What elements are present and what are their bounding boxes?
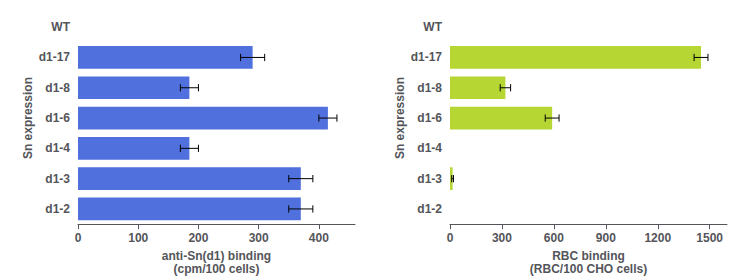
- svg-text:400: 400: [309, 231, 329, 245]
- svg-text:d1-17: d1-17: [411, 50, 443, 64]
- svg-text:Sn expression: Sn expression: [393, 77, 407, 159]
- svg-text:Sn expression: Sn expression: [21, 77, 35, 159]
- svg-text:1500: 1500: [696, 231, 723, 245]
- svg-text:200: 200: [188, 231, 208, 245]
- svg-text:600: 600: [544, 231, 564, 245]
- svg-text:0: 0: [75, 231, 82, 245]
- svg-text:d1-8: d1-8: [45, 81, 70, 95]
- svg-text:d1-6: d1-6: [45, 111, 70, 125]
- svg-text:anti-Sn(d1) binding: anti-Sn(d1) binding: [162, 249, 271, 263]
- svg-text:d1-2: d1-2: [417, 202, 442, 216]
- svg-text:WT: WT: [51, 20, 70, 34]
- svg-text:300: 300: [249, 231, 269, 245]
- svg-text:d1-2: d1-2: [45, 202, 70, 216]
- svg-text:d1-3: d1-3: [417, 172, 442, 186]
- svg-text:300: 300: [492, 231, 512, 245]
- svg-text:WT: WT: [423, 20, 442, 34]
- svg-text:(RBC/100 CHO cells): (RBC/100 CHO cells): [530, 262, 647, 276]
- svg-text:1200: 1200: [644, 231, 671, 245]
- svg-text:d1-4: d1-4: [45, 141, 70, 155]
- svg-text:0: 0: [447, 231, 454, 245]
- svg-text:d1-3: d1-3: [45, 172, 70, 186]
- svg-text:d1-8: d1-8: [417, 81, 442, 95]
- svg-text:d1-4: d1-4: [417, 141, 442, 155]
- svg-text:100: 100: [128, 231, 148, 245]
- svg-text:(cpm/100 cells): (cpm/100 cells): [173, 262, 259, 276]
- svg-text:RBC binding: RBC binding: [552, 249, 625, 263]
- svg-text:900: 900: [596, 231, 616, 245]
- svg-text:d1-17: d1-17: [39, 50, 71, 64]
- svg-text:d1-6: d1-6: [417, 111, 442, 125]
